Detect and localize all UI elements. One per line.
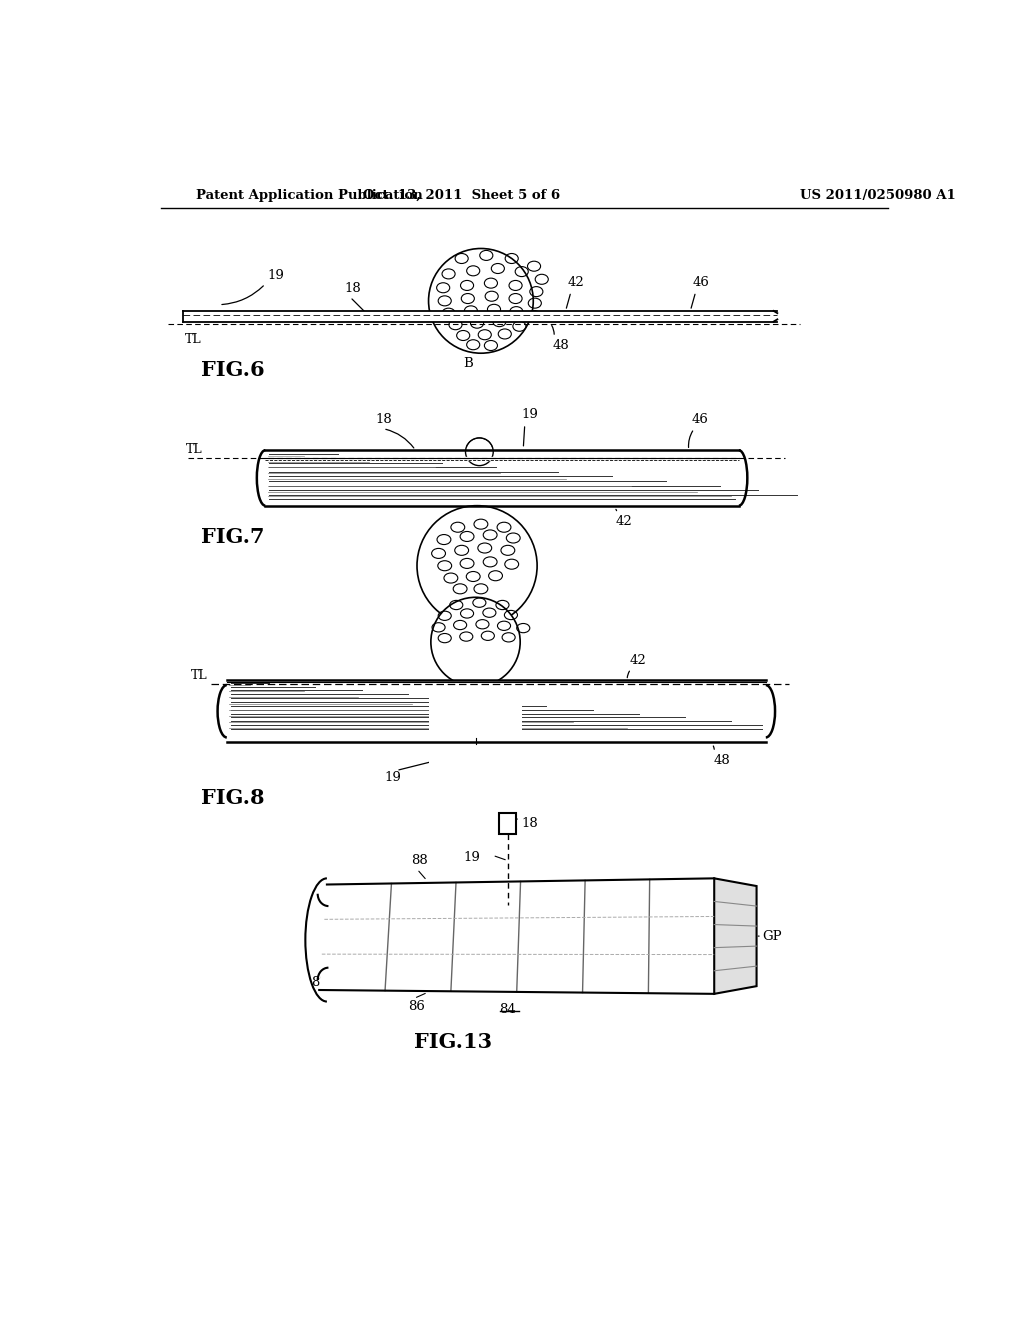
Text: 18: 18 <box>345 282 361 296</box>
Text: FIG.13: FIG.13 <box>414 1032 493 1052</box>
Text: FIG.8: FIG.8 <box>202 788 265 808</box>
Text: TL: TL <box>184 333 201 346</box>
Text: 18: 18 <box>376 413 392 425</box>
Text: 48: 48 <box>714 754 730 767</box>
Text: 19: 19 <box>267 268 285 281</box>
Text: TL: TL <box>186 444 203 457</box>
Text: 42: 42 <box>568 276 585 289</box>
Polygon shape <box>714 878 757 994</box>
Bar <box>500 813 516 834</box>
Bar <box>226 681 766 733</box>
Polygon shape <box>265 457 739 461</box>
Text: US 2011/0250980 A1: US 2011/0250980 A1 <box>801 189 956 202</box>
Text: 18: 18 <box>521 817 539 830</box>
Text: 80: 80 <box>322 949 338 962</box>
Text: 19: 19 <box>385 771 401 784</box>
Text: 19: 19 <box>463 851 480 865</box>
Text: Oct. 13, 2011  Sheet 5 of 6: Oct. 13, 2011 Sheet 5 of 6 <box>364 189 560 202</box>
Text: 48: 48 <box>553 339 569 351</box>
Text: 84: 84 <box>500 1003 516 1016</box>
Bar <box>183 312 777 322</box>
Text: Patent Application Publication: Patent Application Publication <box>196 189 423 202</box>
Text: 88: 88 <box>412 854 428 867</box>
Bar <box>265 450 739 506</box>
Circle shape <box>468 737 483 751</box>
Text: 46: 46 <box>691 413 708 425</box>
Circle shape <box>417 506 538 626</box>
Text: 82: 82 <box>311 975 329 989</box>
Text: 19: 19 <box>521 408 539 421</box>
Bar <box>429 681 521 774</box>
Text: TL: TL <box>190 669 207 682</box>
Text: 42: 42 <box>615 515 633 528</box>
Circle shape <box>429 248 534 354</box>
Text: GP: GP <box>763 929 782 942</box>
Text: 46: 46 <box>692 276 710 289</box>
Text: FIG.7: FIG.7 <box>202 527 265 548</box>
Polygon shape <box>319 878 714 994</box>
Text: B: B <box>463 358 473 370</box>
Circle shape <box>431 597 520 686</box>
Text: 42: 42 <box>630 653 646 667</box>
Circle shape <box>466 438 494 466</box>
Text: FIG.6: FIG.6 <box>202 360 265 380</box>
Text: 86: 86 <box>408 1001 425 1012</box>
